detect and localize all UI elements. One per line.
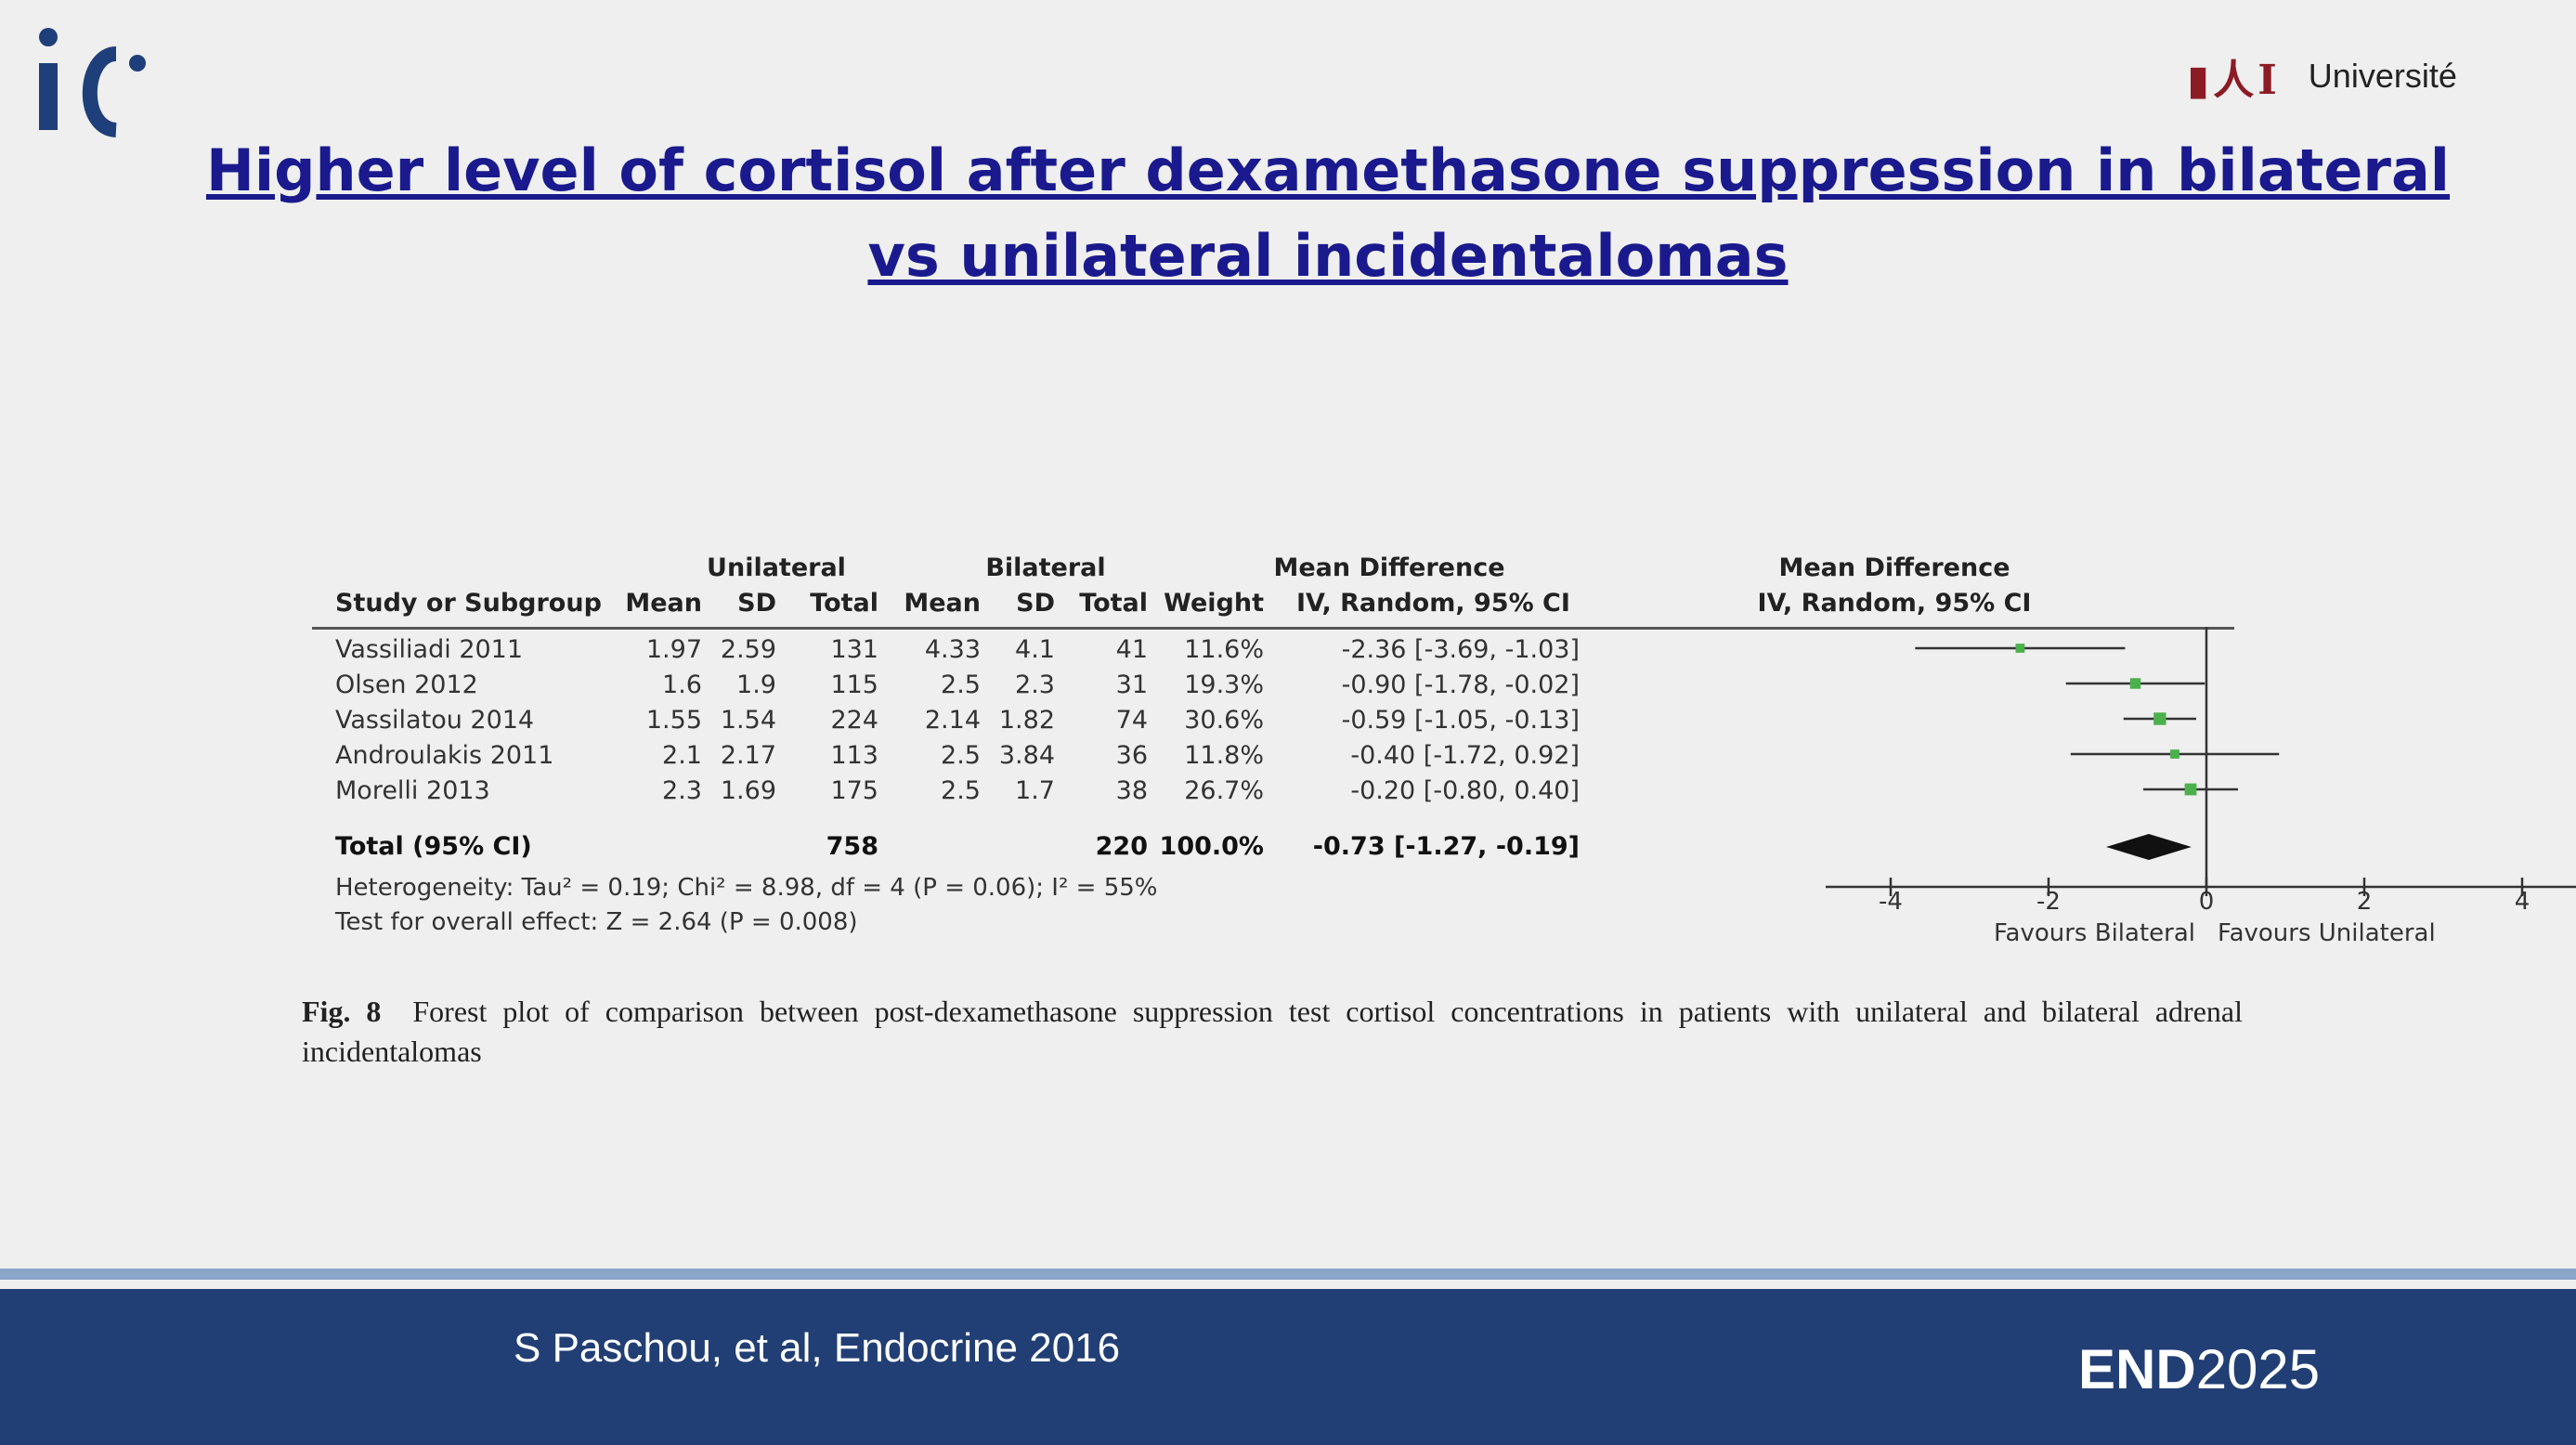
header-group1: Unilateral — [707, 553, 846, 582]
study-ci: -0.59 [-1.05, -0.13] — [1341, 706, 1580, 735]
x-tick-label: -2 — [2036, 888, 2061, 916]
caption-label: Fig. 8 — [302, 995, 382, 1028]
total-label: Total (95% CI) — [335, 832, 532, 861]
header-u-sd: SD — [737, 589, 776, 618]
favours-right-label: Favours Unilateral — [2218, 919, 2436, 947]
study-u-sd: 2.59 — [720, 635, 776, 664]
study-ci: -0.40 [-1.72, 0.92] — [1350, 741, 1580, 770]
heterogeneity-text: Heterogeneity: Tau² = 0.19; Chi² = 8.98,… — [335, 874, 1158, 902]
study-u-mean: 2.1 — [662, 741, 702, 770]
study-b-sd: 3.84 — [998, 741, 1055, 770]
slide-title: Higher level of cortisol after dexametha… — [205, 137, 2451, 290]
study-weight: 26.7% — [1184, 776, 1264, 805]
study-b-total: 74 — [1115, 706, 1148, 735]
total-ci: -0.73 [-1.27, -0.19] — [1312, 832, 1580, 861]
study-weight: 11.8% — [1184, 741, 1264, 770]
study-study-name: Olsen 2012 — [335, 670, 478, 699]
study-u-sd: 1.69 — [720, 776, 776, 805]
header-study: Study or Subgroup — [335, 589, 602, 618]
total-weight: 100.0% — [1159, 832, 1264, 861]
study-b-total: 36 — [1115, 741, 1148, 770]
institution-logo — [39, 28, 146, 137]
point-estimate-marker — [2170, 749, 2179, 759]
study-b-total: 41 — [1115, 635, 1148, 664]
study-b-total: 38 — [1115, 776, 1148, 805]
header-weight: Weight — [1164, 589, 1264, 618]
endo-logo: END2025 — [2078, 1337, 2320, 1401]
study-b-mean: 2.5 — [941, 741, 981, 770]
study-b-sd: 2.3 — [1015, 670, 1055, 699]
citation: S Paschou, et al, Endocrine 2016 — [514, 1325, 1121, 1371]
total-b-total: 220 — [1095, 832, 1148, 861]
study-u-sd: 2.17 — [720, 741, 776, 770]
forest-plot: -4 -2 0 2 4 Favours Bilateral Favours Unilater… — [1826, 627, 2576, 947]
study-weight: 30.6% — [1184, 706, 1264, 735]
study-u-mean: 2.3 — [662, 776, 702, 805]
header-md-plot: Mean Difference — [1778, 553, 2010, 582]
x-tick-label: 0 — [2199, 888, 2215, 916]
study-u-mean: 1.6 — [662, 670, 702, 699]
study-ci: -0.20 [-0.80, 0.40] — [1350, 776, 1580, 805]
study-u-total: 175 — [830, 776, 878, 805]
x-tick-label: 4 — [2515, 888, 2530, 916]
study-b-mean: 2.5 — [941, 670, 981, 699]
forest-plot-table: Unilateral Bilateral Mean Difference Mea… — [312, 553, 2576, 970]
point-estimate-marker — [2153, 712, 2166, 725]
study-b-sd: 1.82 — [998, 706, 1055, 735]
point-estimate-marker — [2015, 644, 2025, 653]
study-u-total: 224 — [830, 706, 878, 735]
study-study-name: Vassilatou 2014 — [335, 706, 535, 735]
pooled-estimate-diamond — [2106, 834, 2192, 860]
study-b-mean: 4.33 — [924, 635, 981, 664]
point-estimate-marker — [2129, 678, 2141, 689]
study-b-total: 31 — [1115, 670, 1148, 699]
study-study-name: Vassiliadi 2011 — [335, 635, 524, 664]
footer-bar — [0, 1289, 2576, 1445]
study-weight: 11.6% — [1184, 635, 1264, 664]
favours-left-label: Favours Bilateral — [1994, 919, 2195, 947]
study-study-name: Morelli 2013 — [335, 776, 490, 805]
x-tick-label: 2 — [2357, 888, 2373, 916]
study-u-sd: 1.9 — [736, 670, 776, 699]
x-tick-label: -4 — [1879, 888, 1903, 916]
study-study-name: Androulakis 2011 — [335, 741, 554, 770]
study-u-mean: 1.55 — [645, 706, 702, 735]
study-u-total: 131 — [830, 635, 878, 664]
header-md-method: IV, Random, 95% CI — [1296, 589, 1570, 618]
study-u-sd: 1.54 — [720, 706, 776, 735]
overall-effect-text: Test for overall effect: Z = 2.64 (P = 0… — [335, 908, 858, 936]
header-b-sd: SD — [1016, 589, 1055, 618]
figure-caption: Fig. 8 Forest plot of comparison between… — [302, 992, 2243, 1072]
study-ci: -2.36 [-3.69, -1.03] — [1341, 635, 1580, 664]
study-b-mean: 2.5 — [941, 776, 981, 805]
university-name: Université — [2308, 57, 2457, 95]
header-rule — [312, 627, 2234, 630]
study-ci: -0.90 [-1.78, -0.02] — [1341, 670, 1580, 699]
total-u-total: 758 — [826, 832, 878, 861]
header-u-mean: Mean — [625, 589, 702, 618]
caption-text: Forest plot of comparison between post-d… — [302, 995, 2244, 1068]
endo-logo-year: 2025 — [2195, 1338, 2321, 1400]
point-estimate-marker — [2184, 783, 2197, 796]
header-group2: Bilateral — [985, 553, 1106, 582]
study-u-total: 115 — [830, 670, 878, 699]
study-weight: 19.3% — [1184, 670, 1264, 699]
university-logo: ▮人Ι Université — [2187, 46, 2457, 106]
footer-stripe — [0, 1269, 2576, 1280]
header-b-total: Total — [1079, 589, 1148, 618]
study-u-mean: 1.97 — [645, 635, 702, 664]
study-u-total: 113 — [830, 741, 878, 770]
study-b-sd: 1.7 — [1015, 776, 1055, 805]
endo-logo-text: END — [2078, 1338, 2196, 1400]
study-b-sd: 4.1 — [1015, 635, 1055, 664]
header-b-mean: Mean — [904, 589, 981, 618]
header-md-method-plot: IV, Random, 95% CI — [1757, 589, 2032, 618]
header-md: Mean Difference — [1273, 553, 1505, 582]
study-b-mean: 2.14 — [924, 706, 981, 735]
header-u-total: Total — [810, 589, 878, 618]
university-mark: ▮人Ι — [2187, 57, 2281, 104]
